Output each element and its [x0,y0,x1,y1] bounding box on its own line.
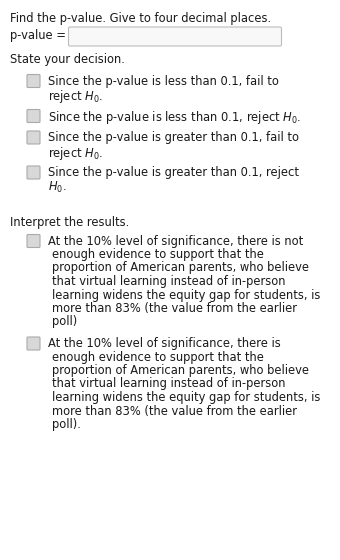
Text: proportion of American parents, who believe: proportion of American parents, who beli… [52,262,309,274]
Text: Since the p-value is less than 0.1, reject $H_0$.: Since the p-value is less than 0.1, reje… [48,110,301,127]
Text: Since the p-value is less than 0.1, fail to: Since the p-value is less than 0.1, fail… [48,74,279,87]
Text: that virtual learning instead of in-person: that virtual learning instead of in-pers… [52,377,286,390]
FancyBboxPatch shape [27,131,40,144]
FancyBboxPatch shape [27,235,40,248]
Text: more than 83% (the value from the earlier: more than 83% (the value from the earlie… [52,404,297,418]
FancyBboxPatch shape [27,110,40,123]
Text: Since the p-value is greater than 0.1, fail to: Since the p-value is greater than 0.1, f… [48,131,299,144]
Text: Find the p-value. Give to four decimal places.: Find the p-value. Give to four decimal p… [10,12,271,25]
Text: learning widens the equity gap for students, is: learning widens the equity gap for stude… [52,288,320,301]
FancyBboxPatch shape [27,74,40,87]
Text: that virtual learning instead of in-person: that virtual learning instead of in-pers… [52,275,286,288]
Text: more than 83% (the value from the earlier: more than 83% (the value from the earlie… [52,302,297,315]
Text: proportion of American parents, who believe: proportion of American parents, who beli… [52,364,309,377]
FancyBboxPatch shape [27,166,40,179]
Text: poll): poll) [52,315,77,329]
Text: State your decision.: State your decision. [10,53,125,66]
Text: reject $H_0$.: reject $H_0$. [48,88,103,105]
Text: reject $H_0$.: reject $H_0$. [48,144,103,161]
Text: enough evidence to support that the: enough evidence to support that the [52,351,264,363]
FancyBboxPatch shape [27,337,40,350]
FancyBboxPatch shape [68,27,282,46]
Text: $H_0$.: $H_0$. [48,180,67,195]
Text: learning widens the equity gap for students, is: learning widens the equity gap for stude… [52,391,320,404]
Text: Interpret the results.: Interpret the results. [10,216,129,229]
Text: Since the p-value is greater than 0.1, reject: Since the p-value is greater than 0.1, r… [48,166,299,179]
Text: At the 10% level of significance, there is: At the 10% level of significance, there … [48,337,281,350]
Text: poll).: poll). [52,418,81,431]
Text: enough evidence to support that the: enough evidence to support that the [52,248,264,261]
Text: p-value =: p-value = [10,30,66,43]
Text: At the 10% level of significance, there is not: At the 10% level of significance, there … [48,235,303,248]
